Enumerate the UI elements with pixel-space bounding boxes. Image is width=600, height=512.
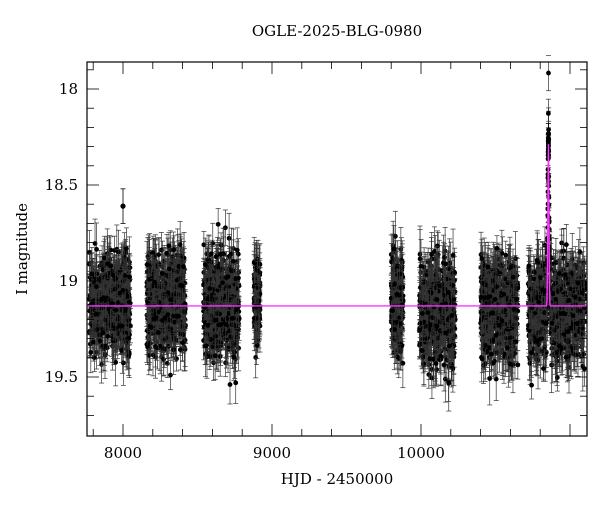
x-tick-label: 8000 xyxy=(104,444,142,462)
y-tick-label: 18 xyxy=(59,80,78,98)
y-tick-label: 19.5 xyxy=(45,368,78,386)
data-points xyxy=(87,54,588,412)
x-tick-label: 9000 xyxy=(253,444,291,462)
model-curve xyxy=(87,144,587,307)
plot-frame xyxy=(86,61,588,437)
chart-title: OGLE-2025-BLG-0980 xyxy=(0,22,600,40)
axis-ticks xyxy=(87,62,587,436)
y-tick-label: 18.5 xyxy=(45,176,78,194)
x-tick-label: 10000 xyxy=(397,444,445,462)
y-tick-label: 19 xyxy=(59,272,78,290)
x-axis-label: HJD - 2450000 xyxy=(87,470,587,488)
